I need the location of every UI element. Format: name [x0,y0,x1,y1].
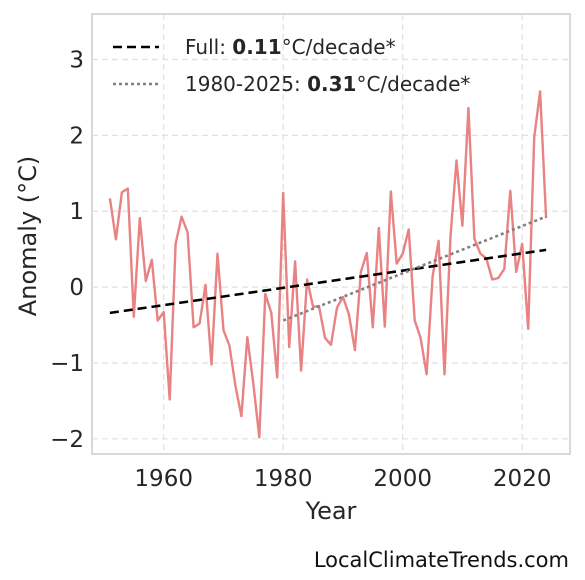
trend-line-full [109,248,547,315]
x-tick-label: 2020 [493,466,552,492]
x-tick-label: 2000 [373,466,432,492]
anomaly-series-line [108,90,548,439]
y-axis-title: Anomaly (°C) [14,156,42,316]
x-axis-title: Year [305,497,357,525]
legend-label: 1980-2025: 0.31°C/decade* [185,72,470,96]
y-tick-label: 2 [69,123,84,149]
plot-area [108,90,548,439]
y-tick-label: 0 [69,275,84,301]
x-tick-labels: 1960 1980 2000 2020 [134,466,551,492]
legend: Full: 0.11°C/decade* 1980-2025: 0.31°C/de… [113,35,470,96]
y-tick-label: −1 [50,351,84,377]
x-tick-label: 1960 [134,466,193,492]
grid [92,14,570,454]
y-tick-label: 1 [69,199,84,225]
y-tick-label: −2 [50,427,84,453]
y-tick-labels: −2 −1 0 1 2 3 [50,48,84,453]
trend-line-recent [282,215,547,322]
plot-background [91,13,571,455]
y-tick-label: 3 [69,48,84,74]
x-tick-label: 1980 [254,466,313,492]
legend-label: Full: 0.11°C/decade* [185,35,396,59]
watermark-text: LocalClimateTrends.com [313,548,569,572]
